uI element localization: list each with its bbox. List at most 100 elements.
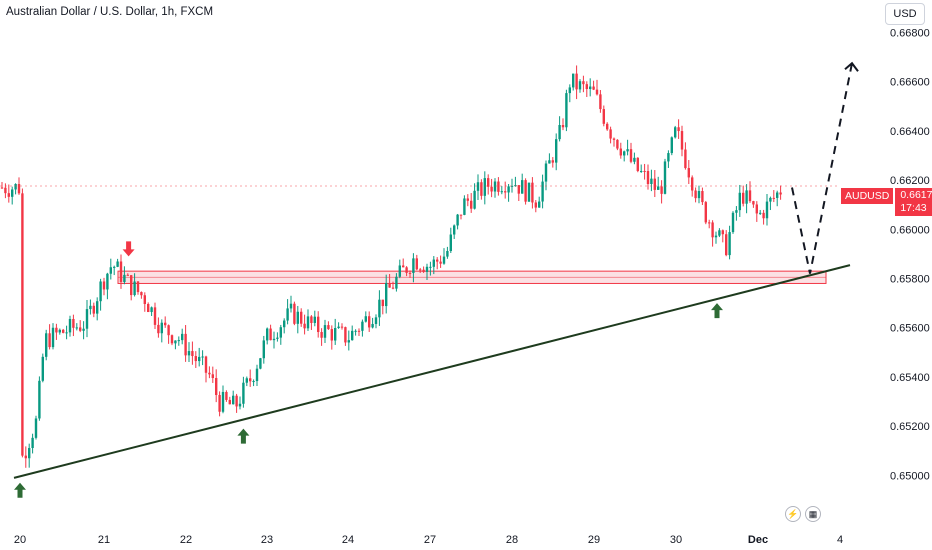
- candle-body: [89, 305, 92, 310]
- candle: [167, 324, 170, 344]
- candle: [759, 209, 762, 215]
- candle: [463, 195, 466, 216]
- candle: [572, 73, 575, 91]
- candle: [221, 385, 225, 414]
- candle: [765, 193, 769, 226]
- candle: [769, 196, 772, 211]
- arrow-up-icon: [14, 482, 26, 498]
- candle-body: [58, 329, 61, 333]
- candle-body: [459, 214, 463, 216]
- candle: [368, 311, 371, 332]
- candle-body: [687, 168, 690, 178]
- candle: [276, 332, 279, 342]
- candle-body: [595, 89, 599, 95]
- candle-body: [402, 265, 405, 268]
- candle-body: [296, 311, 299, 324]
- candle-body: [408, 272, 412, 274]
- candle: [79, 320, 82, 333]
- candle-body: [34, 418, 38, 438]
- candle-body: [548, 160, 551, 164]
- candles: [0, 65, 840, 468]
- candle: [742, 185, 745, 207]
- candle-body: [684, 149, 687, 169]
- candle: [721, 229, 724, 243]
- price-tag-price: 0.66176: [900, 189, 932, 201]
- candle: [378, 290, 381, 326]
- candle-body: [708, 222, 711, 224]
- candle-body: [769, 197, 772, 202]
- candle-body: [534, 202, 537, 208]
- candle-body: [497, 181, 500, 192]
- candle-body: [480, 182, 483, 196]
- candle-body: [667, 153, 670, 162]
- candle: [157, 317, 160, 338]
- candle-body: [41, 356, 44, 381]
- candle-body: [143, 295, 146, 305]
- x-tick-label: Dec: [748, 534, 768, 546]
- candle-body: [446, 251, 449, 257]
- candle: [687, 160, 690, 185]
- candle: [327, 321, 330, 330]
- candle-body: [623, 151, 626, 156]
- candle-body: [228, 399, 231, 405]
- candle: [272, 331, 276, 349]
- candle-body: [735, 210, 738, 213]
- candle: [398, 259, 401, 279]
- candle: [65, 325, 68, 340]
- candle-body: [776, 192, 779, 198]
- currency-button[interactable]: USD: [885, 3, 925, 25]
- candle: [558, 116, 561, 142]
- candle: [102, 277, 106, 296]
- candle-body: [347, 340, 350, 343]
- candle-body: [313, 316, 316, 323]
- candle: [408, 270, 412, 278]
- candle-body: [633, 157, 636, 162]
- candle-body: [198, 356, 201, 362]
- candle: [612, 137, 616, 147]
- candle-body: [184, 333, 187, 356]
- x-tick-label: 29: [588, 534, 600, 546]
- candle: [517, 184, 520, 202]
- ascending-trendline[interactable]: [13, 264, 851, 479]
- candle-body: [466, 198, 469, 201]
- trendline: [13, 264, 851, 479]
- candle-body: [521, 180, 524, 194]
- candle: [697, 185, 701, 204]
- candle: [748, 181, 752, 203]
- candle-body: [660, 186, 663, 194]
- candle-body: [490, 186, 493, 192]
- candle-body: [582, 81, 585, 85]
- x-tick-label: 30: [670, 534, 682, 546]
- candle-body: [629, 149, 633, 162]
- candle: [500, 186, 503, 195]
- candle-body: [327, 325, 330, 330]
- last-price-tag: AUDUSD 0.66176 17:43: [841, 188, 932, 216]
- candle-body: [463, 198, 466, 215]
- lightning-icon[interactable]: ⚡: [785, 506, 801, 522]
- candle-body: [283, 320, 286, 328]
- candle-body: [272, 338, 276, 341]
- candle-body: [381, 299, 384, 307]
- candle: [694, 187, 697, 203]
- candle: [21, 188, 24, 458]
- candle: [208, 366, 211, 379]
- flag-us-icon[interactable]: ▦: [805, 506, 821, 522]
- candle: [361, 319, 364, 337]
- support-zone: [117, 270, 827, 284]
- candle: [289, 295, 293, 313]
- candle: [755, 201, 758, 222]
- candle: [704, 200, 707, 225]
- candle-body: [378, 299, 381, 318]
- candle: [150, 306, 153, 316]
- candle: [412, 253, 415, 283]
- candle: [354, 329, 357, 336]
- candle: [711, 220, 714, 247]
- candle: [340, 323, 344, 330]
- candle-body: [269, 328, 272, 341]
- projection-line[interactable]: [791, 63, 853, 274]
- candle-body: [266, 328, 269, 341]
- candle-body: [21, 193, 24, 456]
- candle-body: [677, 127, 680, 132]
- candle: [609, 126, 612, 144]
